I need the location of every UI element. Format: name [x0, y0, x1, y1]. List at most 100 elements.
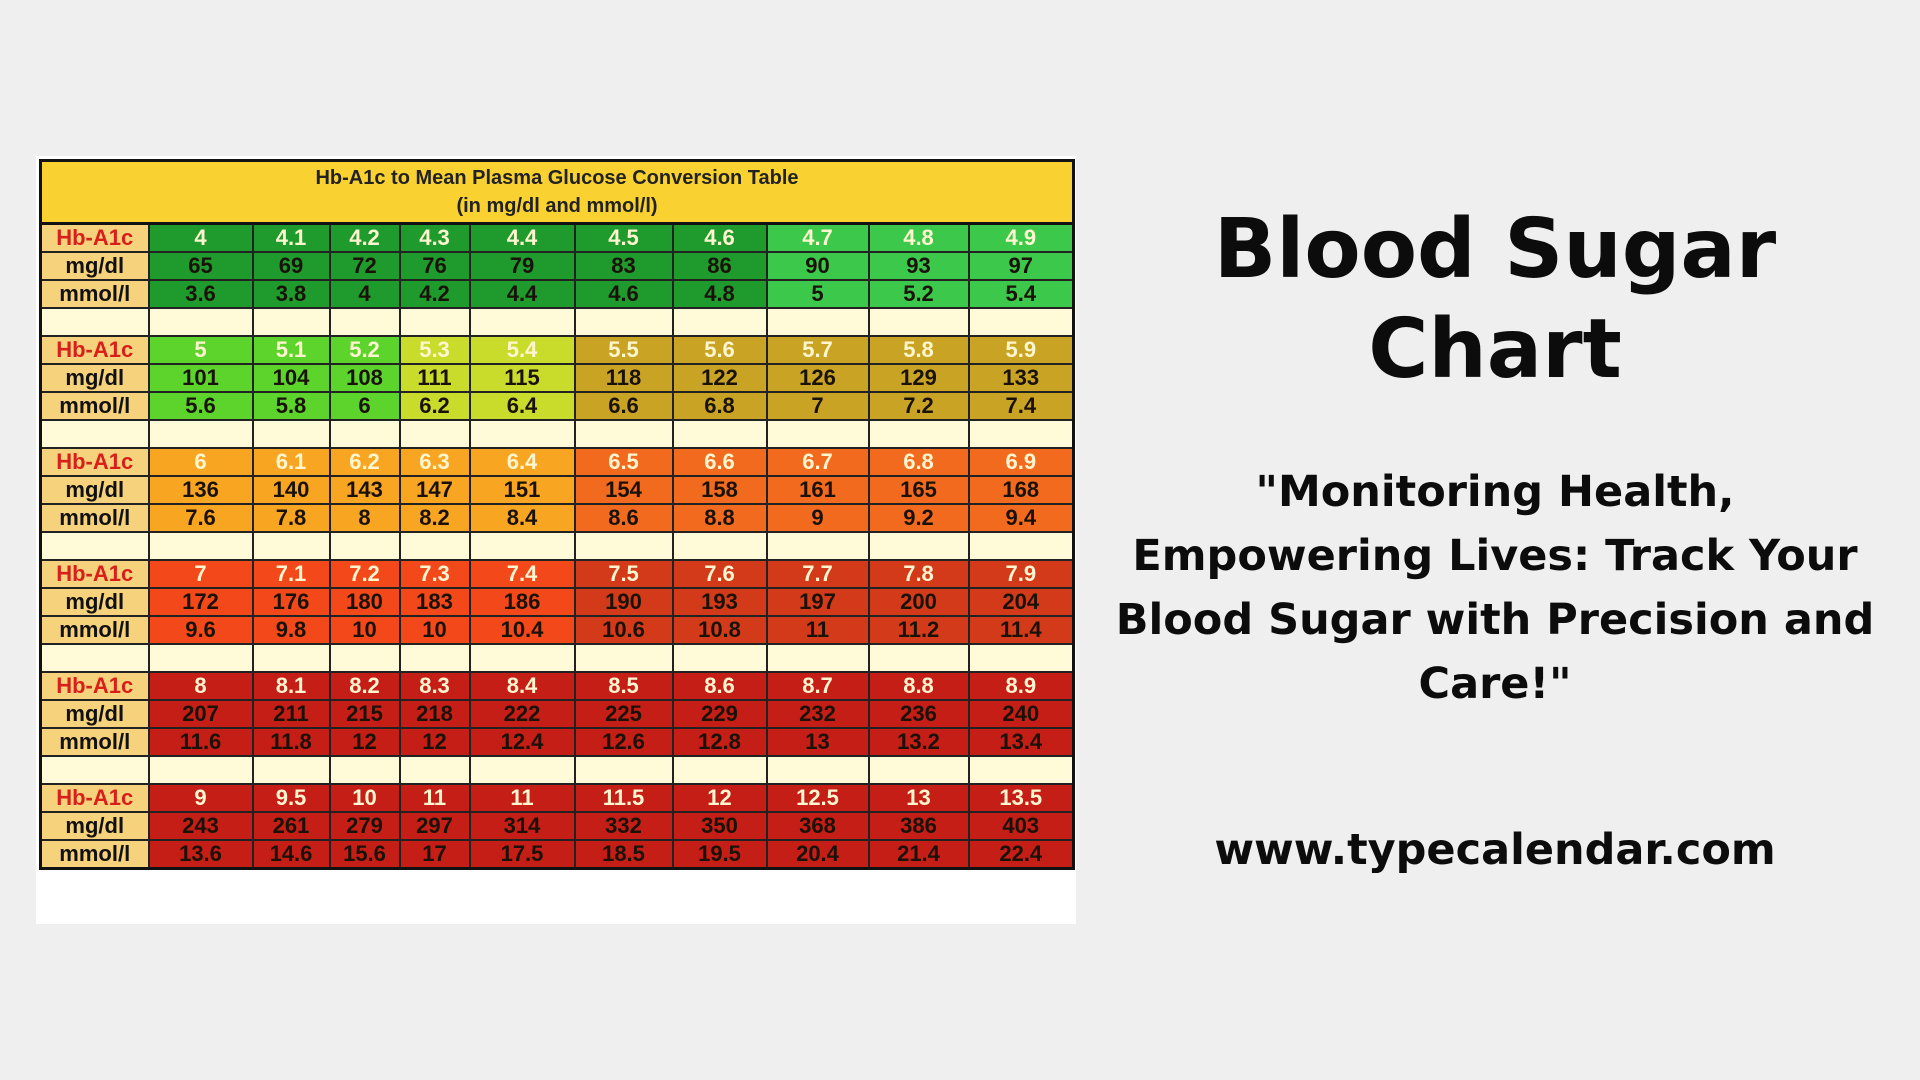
hba1c-cell: 4.1 — [251, 222, 331, 253]
mmol-cell: 19.5 — [671, 839, 768, 870]
hba1c-cell: 13 — [867, 783, 970, 813]
mgdl-cell: 197 — [765, 587, 870, 617]
hba1c-row: Hb-A1c 5 5.1 5.2 5.3 5.4 5.5 5.6 5.7 5.8 5.9 — [39, 335, 1075, 365]
mgdl-cell: 126 — [765, 363, 870, 393]
mmol-cell: 6 — [328, 391, 401, 421]
blank-cell — [671, 419, 768, 449]
row-label: mmol/l — [39, 615, 150, 645]
hba1c-cell: 8 — [147, 671, 254, 701]
row-label: Hb-A1c — [39, 671, 150, 701]
mgdl-cell: 236 — [867, 699, 970, 729]
row-label: mg/dl — [39, 251, 150, 281]
blank-cell — [328, 419, 401, 449]
mgdl-cell: 211 — [251, 699, 331, 729]
hba1c-cell: 5.5 — [573, 335, 674, 365]
mgdl-row: mg/dl 243 261 279 297 314 332 350 368 386 403 — [39, 811, 1075, 841]
hba1c-cell: 4.6 — [671, 222, 768, 253]
hba1c-cell: 7.9 — [967, 559, 1075, 589]
mgdl-cell: 147 — [398, 475, 471, 505]
mgdl-cell: 193 — [671, 587, 768, 617]
blank-cell — [251, 307, 331, 337]
blank-cell — [398, 755, 471, 785]
hba1c-cell: 8.8 — [867, 671, 970, 701]
mmol-cell: 3.8 — [251, 279, 331, 309]
mgdl-cell: 215 — [328, 699, 401, 729]
mgdl-cell: 79 — [468, 251, 576, 281]
hba1c-cell: 6.3 — [398, 447, 471, 477]
mmol-cell: 8.2 — [398, 503, 471, 533]
mmol-cell: 11.8 — [251, 727, 331, 757]
blank-cell — [468, 307, 576, 337]
mmol-cell: 5.2 — [867, 279, 970, 309]
hba1c-cell: 7.7 — [765, 559, 870, 589]
mmol-cell: 11.4 — [967, 615, 1075, 645]
blank-cell — [967, 755, 1075, 785]
blank-cell — [147, 419, 254, 449]
hba1c-cell: 6.6 — [671, 447, 768, 477]
mgdl-cell: 140 — [251, 475, 331, 505]
blank-cell — [251, 531, 331, 561]
hba1c-cell: 10 — [328, 783, 401, 813]
hba1c-cell: 6.9 — [967, 447, 1075, 477]
blank-cell — [867, 531, 970, 561]
mgdl-cell: 115 — [468, 363, 576, 393]
blank-cell — [398, 643, 471, 673]
mmol-cell: 5.4 — [967, 279, 1075, 309]
row-label: Hb-A1c — [39, 335, 150, 365]
hba1c-cell: 4.7 — [765, 222, 870, 253]
mgdl-cell: 314 — [468, 811, 576, 841]
blank-cell — [39, 419, 150, 449]
mmol-cell: 9.8 — [251, 615, 331, 645]
mmol-cell: 10.6 — [573, 615, 674, 645]
mgdl-cell: 136 — [147, 475, 254, 505]
hba1c-cell: 8.5 — [573, 671, 674, 701]
blank-cell — [147, 643, 254, 673]
hba1c-cell: 11 — [398, 783, 471, 813]
mmol-row: mmol/l 5.6 5.8 6 6.2 6.4 6.6 6.8 7 7.2 7.4 — [39, 391, 1075, 421]
mmol-cell: 12 — [328, 727, 401, 757]
hba1c-cell: 6.5 — [573, 447, 674, 477]
hba1c-row: Hb-A1c 6 6.1 6.2 6.3 6.4 6.5 6.6 6.7 6.8 6.9 — [39, 447, 1075, 477]
hba1c-cell: 6.8 — [867, 447, 970, 477]
blank-cell — [251, 755, 331, 785]
mgdl-cell: 83 — [573, 251, 674, 281]
mmol-cell: 9 — [765, 503, 870, 533]
mgdl-cell: 232 — [765, 699, 870, 729]
mmol-cell: 13.4 — [967, 727, 1075, 757]
mgdl-cell: 133 — [967, 363, 1075, 393]
blank-cell — [573, 307, 674, 337]
mmol-cell: 7.4 — [967, 391, 1075, 421]
hba1c-cell: 7 — [147, 559, 254, 589]
mgdl-cell: 93 — [867, 251, 970, 281]
mmol-cell: 4.8 — [671, 279, 768, 309]
blank-cell — [251, 643, 331, 673]
hba1c-cell: 6.7 — [765, 447, 870, 477]
blank-cell — [765, 419, 870, 449]
mmol-cell: 15.6 — [328, 839, 401, 870]
hba1c-cell: 7.5 — [573, 559, 674, 589]
blank-cell — [468, 755, 576, 785]
hba1c-cell: 7.8 — [867, 559, 970, 589]
mgdl-cell: 154 — [573, 475, 674, 505]
mgdl-cell: 118 — [573, 363, 674, 393]
hba1c-row: Hb-A1c 9 9.5 10 11 11 11.5 12 12.5 13 13.5 — [39, 783, 1075, 813]
mmol-cell: 6.4 — [468, 391, 576, 421]
blank-cell — [573, 531, 674, 561]
blank-cell — [867, 307, 970, 337]
hba1c-cell: 7.2 — [328, 559, 401, 589]
tagline: "Monitoring Health, Empowering Lives: Tr… — [1115, 467, 1875, 709]
mmol-cell: 14.6 — [251, 839, 331, 870]
blank-cell — [671, 531, 768, 561]
hba1c-cell: 4.5 — [573, 222, 674, 253]
mmol-cell: 10 — [328, 615, 401, 645]
mgdl-row: mg/dl 65 69 72 76 79 83 86 90 93 97 — [39, 251, 1075, 281]
mgdl-row: mg/dl 172 176 180 183 186 190 193 197 200 204 — [39, 587, 1075, 617]
mgdl-cell: 180 — [328, 587, 401, 617]
blank-cell — [147, 531, 254, 561]
mmol-cell: 11 — [765, 615, 870, 645]
mgdl-cell: 386 — [867, 811, 970, 841]
conversion-table: Hb-A1c to Mean Plasma Glucose Conversion… — [39, 159, 1076, 870]
spacer-row — [39, 419, 1075, 449]
blank-cell — [573, 643, 674, 673]
spacer-row — [39, 307, 1075, 337]
